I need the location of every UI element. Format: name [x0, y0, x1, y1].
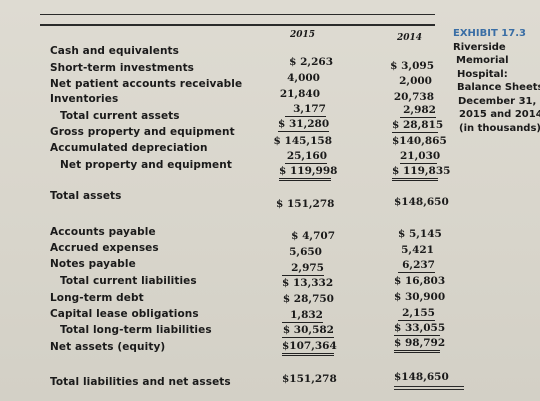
value-2015: $ 4,707 — [291, 230, 335, 242]
year-header-2014: 2014 — [397, 33, 423, 43]
value-2014: $ 5,145 — [398, 228, 442, 240]
value-2014: 21,030 — [400, 150, 441, 164]
value-2014: $ 3,095 — [390, 60, 434, 72]
value-2014: $ 28,815 — [392, 119, 444, 133]
row-label: Net patient accounts receivable — [50, 78, 243, 90]
value-2014: $ 30,900 — [394, 291, 446, 303]
bottom-rule-2014-b — [394, 389, 464, 390]
value-2015: $107,364 — [282, 341, 337, 356]
exhibit-title: EXHIBIT 17.3 — [453, 28, 526, 39]
row-label: Gross property and equipment — [50, 126, 235, 138]
value-2014: $ 119,835 — [392, 166, 450, 181]
top-rule — [40, 14, 435, 15]
row-label: Total liabilities and net assets — [50, 376, 231, 388]
value-2015: $ 119,998 — [279, 166, 337, 181]
value-2014: 2,982 — [400, 105, 436, 118]
row-label: Cash and equivalents — [50, 45, 180, 57]
header-rule — [40, 24, 435, 26]
value-2015: $ 13,332 — [282, 277, 334, 289]
value-2014: 20,738 — [393, 91, 434, 103]
row-label: Accumulated depreciation — [50, 142, 208, 154]
exhibit-line: (in thousands) — [459, 122, 540, 134]
value-2015: $ 2,263 — [289, 56, 333, 68]
value-2015: $ 30,582 — [282, 324, 334, 338]
value-2015: $151,278 — [282, 373, 337, 385]
value-2014: $ 16,803 — [394, 275, 446, 287]
row-label: Short-term investments — [50, 62, 195, 74]
row-label: Inventories — [50, 93, 119, 105]
value-2015: 21,840 — [279, 88, 320, 100]
year-header-2015: 2015 — [290, 30, 316, 40]
value-2014: $148,650 — [394, 371, 449, 383]
value-2015: 2,975 — [282, 263, 324, 276]
row-label: Net property and equipment — [60, 159, 232, 171]
value-2015: $ 28,750 — [282, 293, 334, 305]
row-label: Net assets (equity) — [50, 341, 166, 353]
row-label: Notes payable — [50, 258, 136, 270]
exhibit-caption: EXHIBIT 17.3 Riverside Memorial Hospital… — [453, 27, 540, 135]
exhibit-line: Balance Sheets, — [457, 82, 540, 93]
row-label: Total assets — [50, 190, 122, 202]
value-2015: 4,000 — [287, 72, 320, 84]
row-label: Total current assets — [60, 110, 180, 122]
bottom-rule-2014 — [394, 386, 464, 387]
value-2014: $ 98,792 — [394, 338, 445, 353]
value-2014: $ 33,055 — [394, 322, 446, 336]
exhibit-line: Hospital: — [457, 68, 508, 80]
value-2015: 5,650 — [289, 246, 322, 258]
value-2014: 2,000 — [399, 75, 432, 87]
row-label: Capital lease obligations — [50, 308, 199, 320]
value-2014: 6,237 — [398, 260, 435, 273]
row-label: Accrued expenses — [50, 242, 159, 254]
row-label: Long-term debt — [50, 292, 144, 304]
value-2015: $ 151,278 — [276, 198, 335, 210]
exhibit-line: 2015 and 2014 — [459, 109, 540, 120]
value-2015: $ 145,158 — [273, 135, 332, 147]
value-2015: 25,160 — [285, 150, 327, 164]
row-label: Total current liabilities — [60, 275, 197, 287]
row-label: Accounts payable — [50, 226, 156, 238]
value-2014: $148,650 — [394, 196, 449, 208]
value-2015: 1,832 — [282, 310, 323, 323]
value-2014: 5,421 — [401, 244, 434, 256]
value-2015: 3,177 — [285, 104, 326, 117]
exhibit-line: Memorial — [456, 55, 509, 66]
value-2015: $ 31,280 — [278, 118, 330, 132]
value-2014: 2,155 — [398, 308, 435, 321]
row-label: Total long-term liabilities — [60, 324, 212, 336]
exhibit-line: December 31, — [458, 95, 537, 107]
exhibit-line: Riverside — [453, 41, 506, 53]
value-2014: $140,865 — [392, 135, 447, 147]
